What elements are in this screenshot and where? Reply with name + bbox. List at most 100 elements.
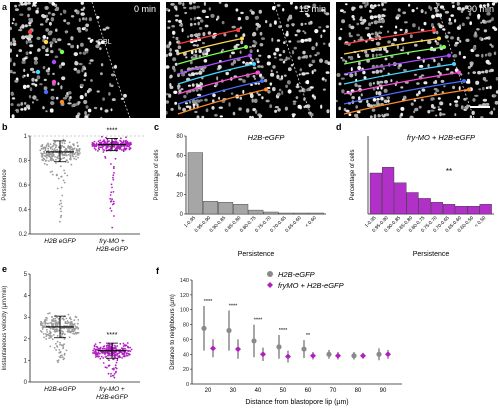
nucleus [291, 50, 295, 55]
x-tick-label: 80 [355, 388, 362, 394]
nucleus [292, 115, 295, 118]
nucleus [270, 72, 275, 77]
nucleus [482, 4, 486, 7]
nucleus [257, 93, 261, 96]
nucleus [228, 102, 231, 107]
nucleus [177, 45, 182, 49]
nucleus [475, 54, 480, 57]
data-point [62, 138, 65, 141]
nucleus [365, 26, 370, 30]
nucleus [382, 8, 387, 11]
nucleus [188, 2, 193, 5]
data-point [59, 220, 61, 223]
nucleus [400, 112, 404, 117]
nucleus [194, 50, 198, 53]
nucleus [362, 70, 366, 75]
data-point [118, 147, 120, 150]
nucleus [431, 23, 434, 28]
nucleus [201, 115, 205, 118]
data-point [115, 141, 118, 144]
nucleus [281, 90, 284, 95]
data-point [55, 144, 58, 147]
nucleus [427, 110, 431, 114]
data-point [124, 140, 127, 143]
data-point [113, 373, 116, 375]
nucleus [273, 52, 277, 56]
data-point [75, 148, 78, 151]
nucleus [169, 75, 172, 79]
data-point [56, 316, 58, 319]
nucleus [490, 110, 493, 115]
nucleus [272, 65, 276, 69]
nucleus [31, 82, 36, 86]
nucleus [480, 116, 484, 118]
data-point [127, 349, 130, 352]
data-point [63, 146, 66, 148]
nucleus [199, 88, 203, 91]
nucleus [282, 8, 285, 12]
data-point [65, 154, 67, 156]
data-point [52, 323, 54, 326]
nucleus [24, 102, 27, 105]
nucleus [303, 105, 306, 109]
nucleus [104, 109, 109, 113]
nucleus [89, 39, 93, 43]
nucleus [483, 37, 487, 40]
nucleus [299, 68, 302, 72]
nucleus [454, 19, 457, 23]
data-point [94, 148, 97, 151]
data-point [43, 336, 45, 339]
y-tick-label: 5 [24, 272, 28, 278]
data-point [109, 145, 112, 148]
nucleus [252, 75, 256, 78]
nucleus [418, 105, 422, 109]
nucleus [276, 4, 281, 7]
nucleus [178, 2, 182, 5]
data-point [41, 324, 44, 327]
nucleus [267, 90, 271, 94]
nucleus [371, 108, 376, 112]
data-point [115, 370, 117, 373]
nucleus [192, 5, 197, 10]
nucleus [79, 51, 82, 55]
histogram-bar [467, 205, 480, 215]
data-point [96, 346, 99, 349]
data-point [69, 145, 72, 148]
data-point [101, 352, 104, 354]
panel-letter: b [2, 122, 8, 132]
nucleus [328, 42, 330, 47]
data-point [61, 142, 64, 144]
nucleus [177, 84, 181, 88]
nucleus [469, 63, 473, 68]
data-point [74, 151, 77, 154]
nucleus [378, 31, 381, 34]
data-point [77, 326, 79, 329]
nucleus [460, 73, 463, 76]
nucleus [51, 13, 56, 16]
nucleus [472, 46, 477, 51]
nucleus [252, 108, 257, 112]
data-point [127, 346, 130, 349]
nucleus [45, 18, 50, 21]
nucleus [324, 78, 327, 82]
nucleus [192, 103, 196, 107]
data-point [51, 335, 53, 337]
y-tick-label: 60 [176, 154, 183, 160]
data-point [99, 346, 102, 349]
nucleus [472, 71, 476, 74]
y-axis-label: Persistence [2, 169, 8, 201]
nucleus [26, 84, 30, 88]
data-point [103, 345, 106, 348]
data-point [55, 328, 57, 330]
nucleus [338, 36, 342, 41]
data-point [69, 158, 71, 160]
data-point [108, 344, 111, 346]
data-point [54, 143, 56, 146]
nucleus [76, 27, 81, 31]
data-point [122, 355, 125, 358]
data-point [123, 354, 126, 357]
microscopy-frame-90min: 90 min [336, 2, 498, 118]
nucleus [316, 51, 320, 55]
nucleus [13, 62, 16, 67]
nucleus [271, 37, 274, 42]
